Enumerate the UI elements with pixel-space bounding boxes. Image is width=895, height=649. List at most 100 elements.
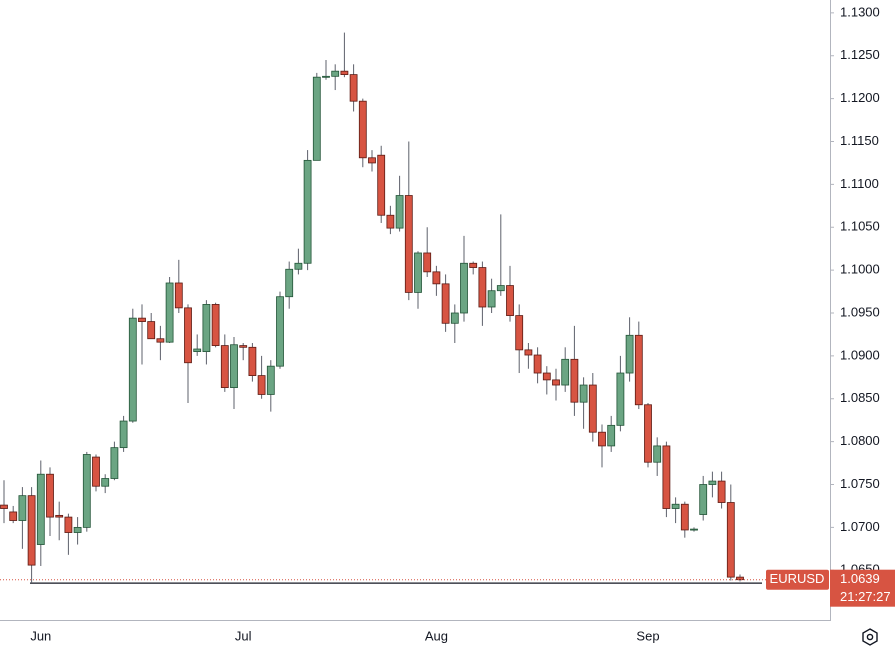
candle-body (165, 282, 174, 343)
candle-body (533, 354, 542, 374)
candle-body (588, 384, 597, 433)
candle-body (358, 100, 367, 159)
candle-body (211, 304, 220, 346)
candle-body (478, 267, 487, 308)
candle-body (506, 285, 514, 316)
candle-body (27, 495, 36, 566)
candle-body (524, 349, 533, 356)
candle-body (487, 290, 496, 308)
candle-body (450, 312, 459, 324)
candle-body (18, 495, 27, 521)
candle-body (726, 502, 735, 578)
y-tick-label: 1.1200 (840, 90, 880, 105)
candle-body (616, 372, 625, 426)
y-tick-label: 1.1250 (840, 47, 880, 62)
candle-body (55, 514, 64, 518)
y-tick-label: 1.1050 (840, 219, 880, 234)
candle-body (607, 424, 616, 447)
candle-body (285, 268, 294, 298)
candle-body (73, 526, 82, 533)
candle-body (331, 70, 340, 77)
candle-body (110, 447, 119, 479)
candle-body (404, 195, 413, 293)
candle-body (202, 304, 211, 352)
plot-area (0, 32, 766, 584)
candle-body (717, 480, 726, 503)
last-price-label: 1.0639 (840, 571, 880, 586)
candle-body (46, 473, 54, 518)
candle-body (699, 484, 708, 515)
candle-body (386, 214, 395, 229)
candle-body (552, 379, 560, 386)
y-tick-label: 1.0700 (840, 519, 880, 534)
candle-body (36, 473, 45, 545)
candle-body (147, 321, 156, 340)
y-tick-label: 1.0900 (840, 347, 880, 362)
candle-body (82, 454, 91, 528)
x-tick-label: Sep (636, 628, 659, 643)
candle-body (653, 445, 662, 463)
y-tick-label: 1.0800 (840, 433, 880, 448)
y-tick-label: 1.0750 (840, 476, 880, 491)
settings-button[interactable] (862, 628, 878, 646)
x-tick-label: Jun (30, 628, 51, 643)
candle-body (239, 345, 248, 348)
candle-body (174, 282, 183, 309)
candle-body (469, 262, 478, 268)
candle-body (276, 296, 284, 367)
candle-body (736, 576, 744, 581)
candle-body (312, 76, 321, 161)
candle-body (496, 285, 505, 292)
y-tick-label: 1.1100 (840, 176, 879, 191)
candle-body (184, 307, 192, 364)
countdown-label: 21:27:27 (840, 589, 891, 604)
settings-icon (862, 628, 878, 646)
candle-body (230, 344, 238, 389)
candle-body (423, 252, 432, 273)
candle-body (441, 283, 450, 324)
candle-body (257, 375, 266, 395)
candle-body (349, 74, 358, 102)
candle-body (570, 358, 579, 403)
candle-body (690, 528, 698, 531)
y-tick-label: 1.1150 (840, 133, 879, 148)
candle-body (220, 345, 229, 389)
y-tick-label: 1.1300 (840, 4, 880, 19)
candle-body (322, 75, 330, 78)
price-axis: 1.06501.07001.07501.08001.08501.09001.09… (30, 4, 879, 643)
candle-body (248, 346, 257, 377)
settings-icon-center (866, 633, 874, 641)
candle-body (542, 372, 551, 381)
candle-body (92, 456, 100, 487)
candle-body (128, 317, 137, 422)
candle-body (644, 404, 652, 463)
candle-body (138, 317, 146, 322)
candle-body (598, 431, 606, 447)
candle-body (662, 445, 671, 509)
candle-body (156, 338, 165, 343)
y-tick-label: 1.0850 (840, 390, 880, 405)
candle-body (9, 511, 18, 521)
candle-body (193, 348, 202, 352)
candle-body (515, 315, 524, 351)
candle-body (266, 365, 275, 395)
candle-body (0, 504, 8, 509)
x-tick-label: Jul (235, 628, 252, 643)
symbol-tag-label: EURUSD (770, 571, 825, 586)
candle-body (414, 252, 422, 293)
y-tick-label: 1.0950 (840, 304, 880, 319)
x-tick-label: Aug (425, 628, 448, 643)
candle-body (671, 503, 680, 509)
candle-body (368, 157, 376, 164)
candle-body (634, 334, 643, 406)
candle-body (303, 159, 312, 264)
candle-body (294, 262, 303, 270)
candle-body (64, 516, 73, 533)
candle-body (708, 480, 717, 485)
candle-body (395, 195, 404, 229)
symbol-tag (766, 569, 829, 590)
candle-body (101, 478, 110, 487)
candle-body (340, 70, 349, 76)
